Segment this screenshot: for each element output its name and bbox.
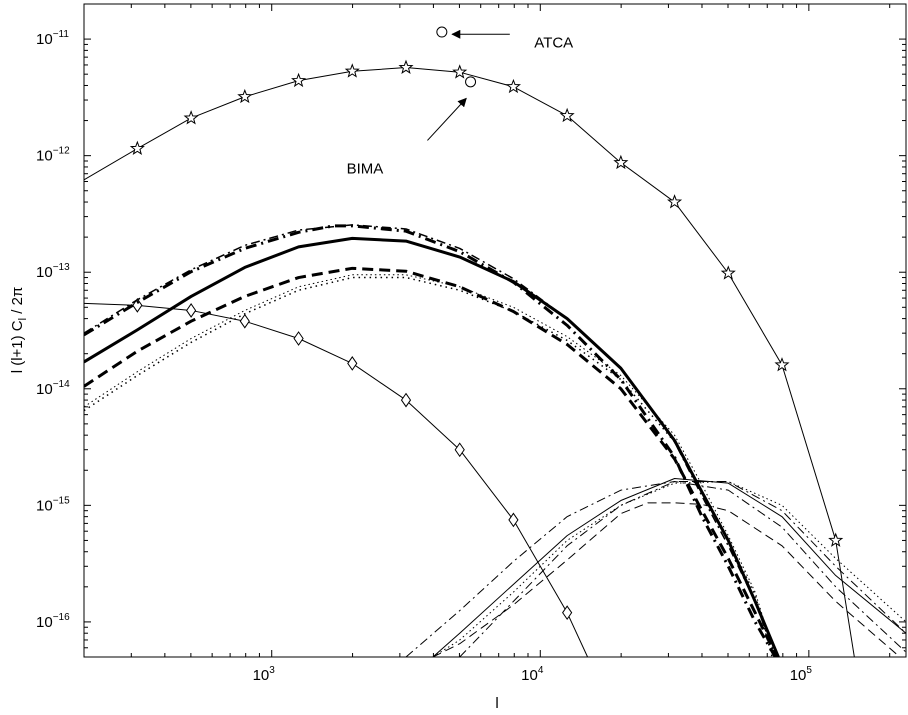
series-11-line: [405, 481, 906, 657]
atca-data-point: [436, 26, 448, 38]
series-8: [84, 274, 776, 657]
series-12-line: [432, 481, 906, 657]
y-axis-label: l (l+1) Cl / 2π: [9, 287, 29, 374]
curve-layer: [84, 59, 906, 657]
x-tick-label: 103: [253, 665, 276, 684]
series-4: [84, 224, 777, 657]
star-marker: [774, 357, 790, 372]
star-marker: [505, 78, 521, 94]
series-13-line: [459, 481, 906, 657]
star-marker: [129, 140, 145, 155]
star-marker: [613, 154, 629, 170]
y-axis-label-subscript: l: [17, 318, 29, 320]
y-tick-label: 10−14: [36, 379, 70, 398]
y-tick-label: 10−12: [36, 146, 70, 165]
series-11: [405, 481, 906, 657]
series-10: [432, 502, 901, 657]
diamond-marker: [347, 356, 358, 371]
x-tick-label: 104: [521, 665, 544, 684]
series-3: [84, 236, 780, 657]
x-tick-label: 105: [790, 665, 813, 684]
x-axis-label: l: [495, 695, 498, 712]
diamond-marker: [293, 331, 304, 346]
bima-annotation-label: BIMA: [347, 161, 384, 178]
atca-annotation-label: ATCA: [534, 34, 573, 51]
star-marker: [667, 194, 683, 209]
y-axis-label-main: l (l+1) C: [9, 320, 26, 373]
star-marker: [398, 59, 414, 74]
star-marker: [183, 110, 199, 125]
annotation-layer: ATCA BIMA: [347, 29, 573, 178]
star-marker: [452, 64, 468, 79]
series-6: [84, 276, 773, 657]
tick-layer: 103 104 105 10−11 10−12 10−13 10−14 10−15 10−16: [36, 3, 906, 684]
series-2: [84, 297, 589, 657]
bima-data-point: [465, 76, 477, 88]
y-tick-label: 10−13: [36, 262, 70, 281]
series-2-line: [84, 302, 589, 657]
diamond-marker: [400, 392, 412, 408]
diamond-marker: [562, 605, 573, 621]
series-9: [432, 477, 906, 657]
diamond-marker: [508, 512, 519, 528]
series-8-line: [84, 274, 776, 657]
series-4-line: [84, 224, 777, 657]
y-axis-label-rest: / 2π: [9, 287, 26, 318]
series-10-line: [432, 502, 901, 657]
star-marker: [291, 72, 307, 88]
series-1-line: [84, 67, 855, 657]
series-5-line: [84, 266, 779, 657]
diamond-marker: [454, 442, 465, 458]
plot-frame: [83, 3, 907, 658]
y-tick-label: 10−11: [36, 29, 69, 48]
star-marker: [559, 107, 575, 123]
bima-arrow: [427, 97, 467, 141]
star-marker: [828, 532, 844, 547]
y-tick-label: 10−16: [36, 612, 70, 631]
diamond-marker: [185, 303, 197, 318]
series-7: [84, 224, 777, 657]
series-12: [432, 481, 906, 657]
series-1: [84, 59, 855, 657]
series-3-line: [84, 236, 780, 657]
star-marker: [720, 265, 736, 280]
star-marker: [237, 88, 253, 104]
series-13: [459, 481, 906, 657]
series-5: [84, 266, 779, 657]
series-6-line: [84, 276, 773, 657]
series-9-line: [432, 477, 906, 657]
diamond-marker: [239, 313, 250, 329]
y-tick-label: 10−15: [36, 495, 70, 514]
star-marker: [344, 63, 360, 78]
data-point-layer: [436, 26, 477, 88]
series-7-line: [84, 224, 777, 657]
